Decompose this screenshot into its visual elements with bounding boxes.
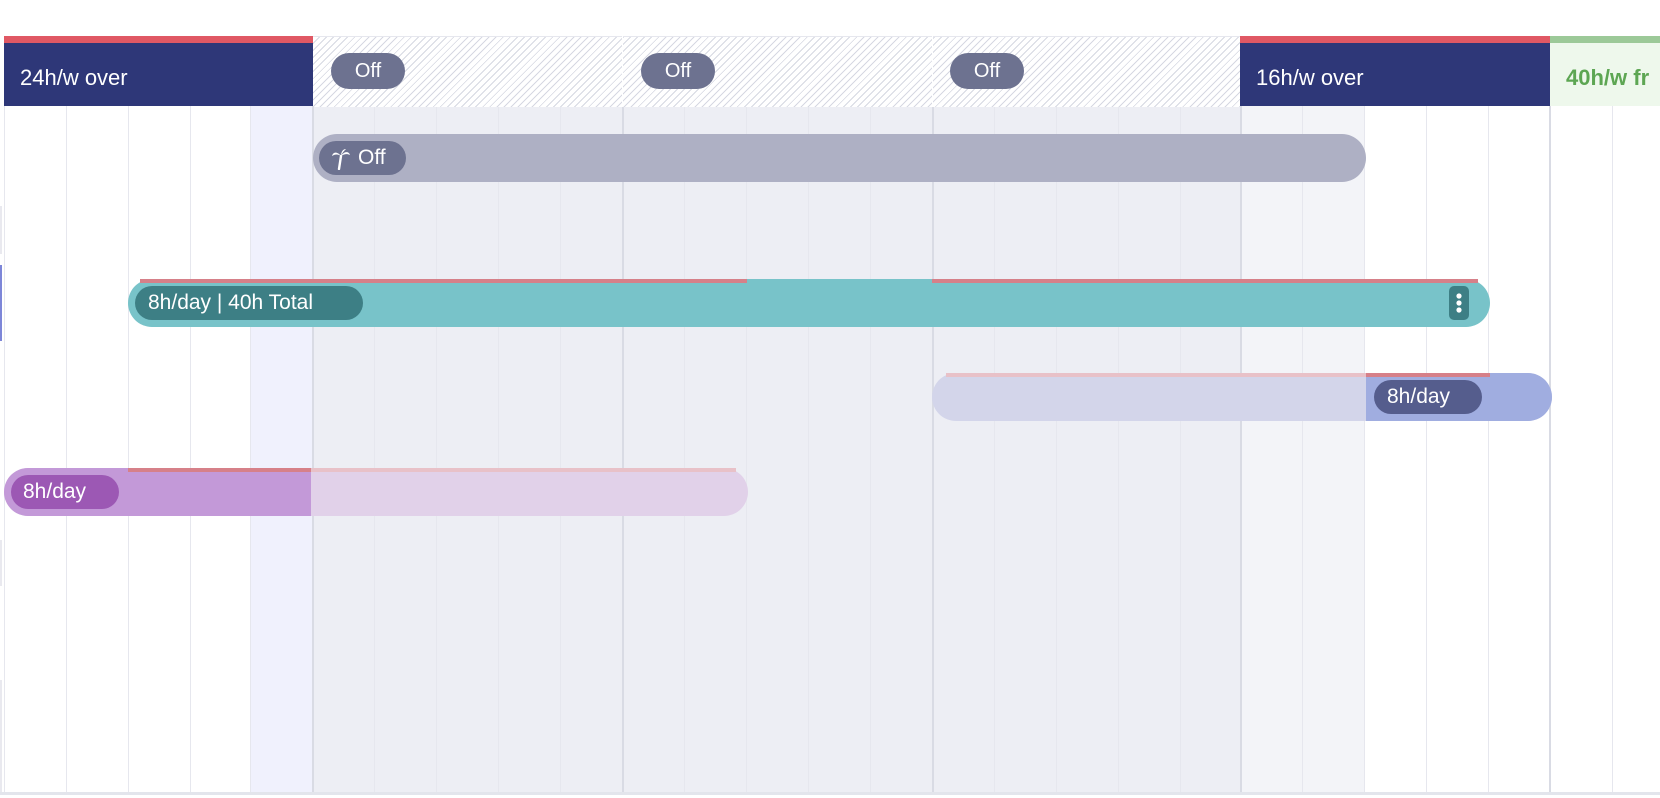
assignment-label-pill: 8h/day bbox=[11, 475, 119, 509]
overallocation-line bbox=[946, 373, 1366, 377]
overallocation-line bbox=[1366, 373, 1490, 377]
grid-line bbox=[1364, 106, 1365, 792]
assignment-label-pill: 8h/day bbox=[1374, 380, 1482, 414]
grid-line bbox=[1118, 106, 1119, 792]
week-capacity-label: 16h/w over bbox=[1256, 65, 1364, 90]
overallocation-line bbox=[140, 279, 747, 283]
grid-line bbox=[4, 106, 5, 792]
grid-line bbox=[1612, 106, 1613, 792]
overallocation-line bbox=[311, 468, 736, 472]
over-capacity-indicator bbox=[1240, 36, 1550, 43]
week-capacity-header-4: 40h/w fr bbox=[1550, 36, 1660, 106]
grid-line bbox=[250, 106, 251, 792]
grid-line bbox=[498, 106, 499, 792]
week-capacity-header-1: 24h/w over bbox=[4, 36, 313, 106]
week-capacity-label: 24h/w over bbox=[20, 65, 128, 90]
week-divider bbox=[932, 106, 934, 792]
off-week-day-divider bbox=[622, 36, 623, 106]
grid-line bbox=[66, 106, 67, 792]
time-off-bar[interactable]: Off bbox=[313, 134, 1366, 182]
palm-tree-icon bbox=[331, 147, 351, 171]
overallocation-line bbox=[932, 279, 1478, 283]
week-divider bbox=[1240, 106, 1242, 792]
timeline-grid bbox=[0, 106, 1660, 792]
grid-line bbox=[1426, 106, 1427, 792]
more-options-button[interactable] bbox=[1449, 286, 1469, 320]
over-capacity-indicator bbox=[4, 36, 313, 43]
grid-line bbox=[436, 106, 437, 792]
row-divider-mark bbox=[0, 680, 2, 792]
off-day-badge: Off bbox=[950, 53, 1024, 89]
grid-line bbox=[1488, 106, 1489, 792]
assignment-bar[interactable] bbox=[4, 468, 748, 516]
kebab-menu-icon bbox=[1449, 286, 1469, 320]
week-capacity-header-3: 16h/w over bbox=[1240, 36, 1550, 106]
weekend-shade bbox=[312, 106, 1240, 792]
grid-line bbox=[870, 106, 871, 792]
overallocation-line bbox=[128, 468, 311, 472]
grid-line bbox=[1302, 106, 1303, 792]
week-capacity-label: 40h/w fr bbox=[1566, 65, 1650, 90]
row-selected-mark bbox=[0, 265, 2, 341]
off-day-badge: Off bbox=[331, 53, 405, 89]
time-off-label: Off bbox=[358, 146, 386, 169]
row-divider-mark bbox=[0, 540, 2, 586]
off-week-header bbox=[313, 36, 1240, 107]
grid-line bbox=[994, 106, 995, 792]
grid-line bbox=[128, 106, 129, 792]
week-divider bbox=[1549, 106, 1551, 792]
grid-line bbox=[1056, 106, 1057, 792]
grid-line bbox=[746, 106, 747, 792]
free-capacity-indicator bbox=[1550, 36, 1660, 43]
grid-line bbox=[684, 106, 685, 792]
grid-line bbox=[560, 106, 561, 792]
row-divider-mark bbox=[0, 206, 2, 254]
grid-line bbox=[1180, 106, 1181, 792]
grid-line bbox=[374, 106, 375, 792]
timeline-bottom-border bbox=[0, 792, 1660, 795]
week-divider bbox=[312, 106, 314, 792]
today-column bbox=[250, 106, 312, 792]
grid-line bbox=[190, 106, 191, 792]
assignment-label-pill: 8h/day | 40h Total bbox=[135, 286, 363, 320]
off-day-badge: Off bbox=[641, 53, 715, 89]
grid-line bbox=[808, 106, 809, 792]
week-divider bbox=[622, 106, 624, 792]
time-off-label-pill: Off bbox=[319, 141, 406, 175]
off-week-day-divider bbox=[932, 36, 933, 106]
